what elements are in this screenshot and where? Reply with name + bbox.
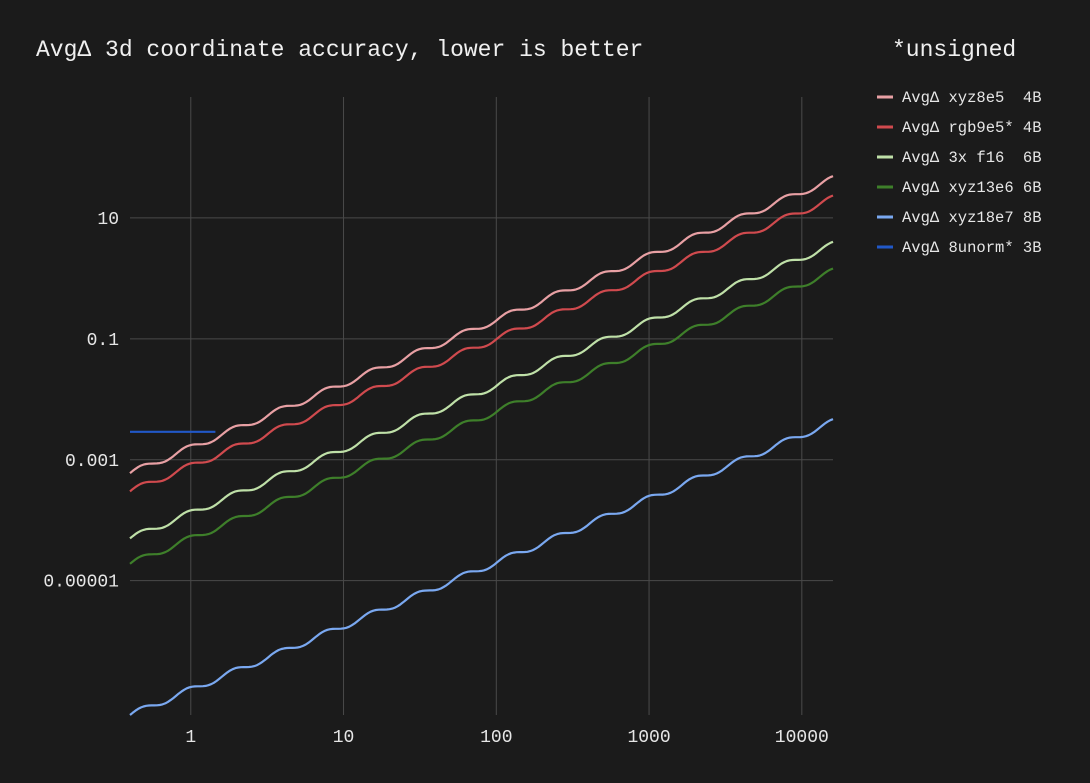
y-tick-label: 0.001 [65,452,119,472]
y-tick-label: 10 [97,210,119,230]
legend: AvgΔ xyz8e5 4B AvgΔ rgb9e5* 4B AvgΔ 3x f16… [877,89,1042,257]
series-line-2 [129,240,834,540]
chart-title: AvgΔ 3d coordinate accuracy, lower is be… [36,37,643,63]
legend-label: AvgΔ xyz8e5 4B [902,89,1042,107]
series-line-4 [129,418,834,716]
chart-subtitle: *unsigned [892,37,1016,63]
y-tick-label: 0.1 [87,331,119,351]
legend-label: AvgΔ 3x f16 6B [902,149,1042,167]
x-tick-label: 1 [185,728,196,748]
series-line-1 [129,194,834,493]
legend-label: AvgΔ 8unorm* 3B [902,239,1042,257]
grid [130,97,833,715]
legend-label: AvgΔ rgb9e5* 4B [902,119,1042,137]
x-tick-label: 10 [333,728,355,748]
axis-ticks: 1 10 100 1000 10000 0.00001 0.001 0.1 10 [43,210,828,748]
x-tick-label: 1000 [627,728,670,748]
series-line-0 [129,175,834,475]
series-line-3 [129,267,834,565]
x-tick-label: 10000 [775,728,829,748]
plot-series [129,175,834,716]
y-tick-label: 0.00001 [43,573,119,593]
legend-label: AvgΔ xyz13e6 6B [902,179,1042,197]
x-tick-label: 100 [480,728,512,748]
legend-label: AvgΔ xyz18e7 8B [902,209,1042,227]
